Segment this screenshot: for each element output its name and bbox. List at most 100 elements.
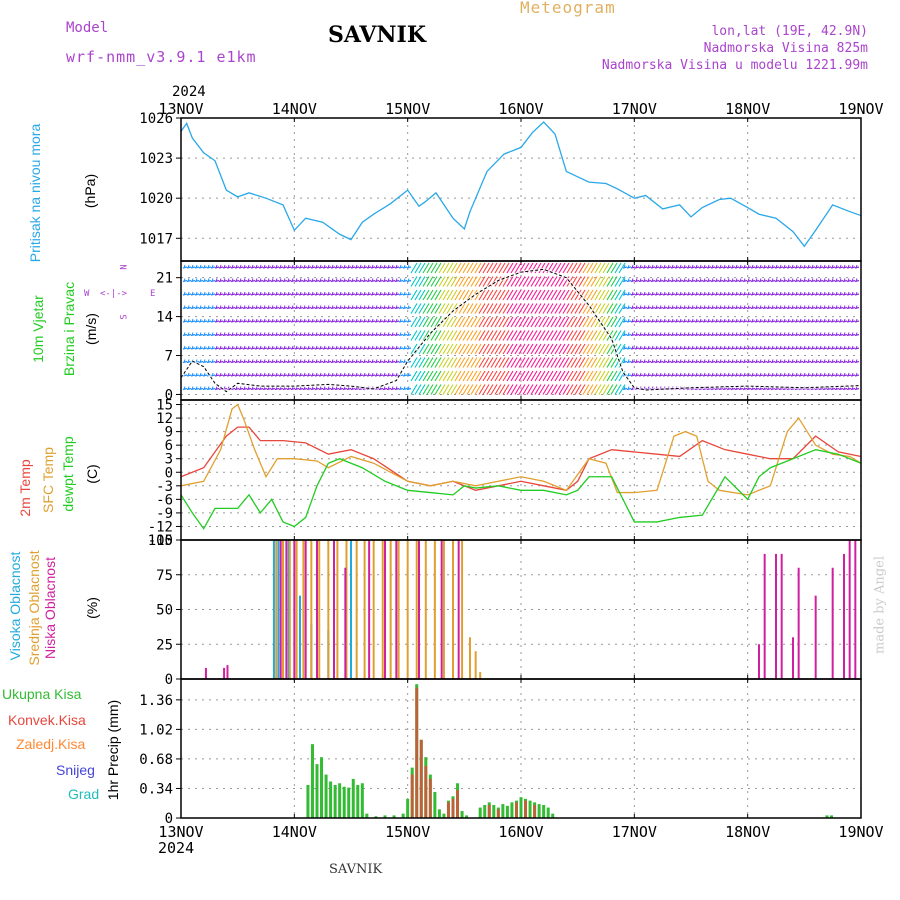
- wind-barb: [582, 384, 590, 395]
- wind-barb: [795, 318, 798, 323]
- wind-barb: [675, 291, 678, 296]
- wind-barb: [395, 291, 398, 296]
- wind-barb: [755, 332, 758, 336]
- wind-barb: [759, 332, 762, 336]
- wind-barb: [446, 357, 454, 368]
- wind-barb: [518, 384, 526, 395]
- wind-barb: [371, 345, 374, 350]
- wind-barb: [478, 357, 486, 368]
- wind-barb: [743, 278, 746, 282]
- wind-barb: [247, 359, 250, 363]
- wind-barb: [771, 332, 774, 336]
- wind-barb: [450, 330, 458, 341]
- wind-barb: [215, 359, 218, 363]
- total-precip-bar: [542, 804, 546, 818]
- wind-barb: [498, 262, 506, 274]
- total-precip-bar: [360, 783, 364, 818]
- total-precip-bar: [437, 809, 441, 818]
- wind-barb: [458, 276, 466, 287]
- wind-barb: [586, 316, 594, 328]
- wind-barb: [478, 316, 486, 328]
- wind-barb: [255, 332, 258, 336]
- wind-barb: [667, 278, 670, 282]
- wind-barb: [807, 359, 810, 363]
- total-precip-bar: [356, 784, 360, 818]
- wind-barb: [283, 372, 286, 377]
- wind-barb: [303, 332, 306, 336]
- wind-barb: [546, 316, 554, 328]
- y-tick-label: -12: [148, 519, 173, 535]
- wind-barb: [763, 332, 766, 336]
- wind-barb: [255, 359, 258, 363]
- wind-barb: [287, 278, 290, 282]
- wind-barb: [339, 305, 342, 309]
- wind-barb: [494, 262, 502, 274]
- wind-barb: [631, 291, 634, 296]
- wind-barb: [534, 316, 542, 328]
- wind-barb: [442, 316, 450, 328]
- wind-barb: [422, 262, 430, 274]
- wind-barb: [191, 386, 194, 390]
- wind-barb: [747, 372, 750, 377]
- wind-barb: [606, 370, 614, 382]
- wind-barb: [195, 332, 198, 336]
- wind-barb: [207, 386, 210, 390]
- wind-barb: [534, 276, 542, 287]
- wind-barb: [506, 289, 514, 301]
- wind-barb: [359, 372, 362, 377]
- wind-barb: [331, 291, 334, 296]
- wind-barb: [618, 384, 626, 395]
- wind-barb: [699, 359, 702, 363]
- wind-barb: [219, 291, 222, 296]
- wind-barb: [407, 305, 410, 309]
- wind-barb: [538, 303, 546, 314]
- wind-barb: [235, 345, 238, 350]
- wind-barb: [855, 345, 858, 350]
- wind-barb: [255, 291, 258, 296]
- wind-barb: [562, 289, 570, 301]
- wind-barb: [703, 345, 706, 350]
- wind-barb: [391, 386, 394, 390]
- wind-barb: [631, 264, 634, 269]
- wind-barb: [663, 305, 666, 309]
- wind-barb: [627, 278, 630, 282]
- wind-barb: [462, 357, 470, 368]
- wind-barb: [395, 359, 398, 363]
- wind-barb: [418, 384, 426, 395]
- wind-barb: [526, 343, 534, 355]
- wind-barb: [454, 357, 462, 368]
- wind-barb: [367, 305, 370, 309]
- wind-barb: [655, 291, 658, 296]
- wind-barb: [699, 345, 702, 350]
- wind-barb: [627, 305, 630, 309]
- wind-barb: [279, 372, 282, 377]
- wind-barb: [823, 291, 826, 296]
- wind-barb: [791, 305, 794, 309]
- wind-barb: [639, 332, 642, 336]
- wind-barb: [779, 359, 782, 363]
- wind-barb: [791, 332, 794, 336]
- wind-barb: [799, 372, 802, 377]
- wind-barb: [410, 316, 418, 328]
- wind-barb: [335, 318, 338, 323]
- wind-barb: [215, 291, 218, 296]
- wind-barb: [627, 359, 630, 363]
- wind-barb: [414, 357, 422, 368]
- wind-barb: [295, 345, 298, 350]
- wind-barb: [815, 359, 818, 363]
- wind-barb: [490, 357, 498, 368]
- wind-barb: [623, 359, 626, 363]
- wind-barb: [458, 370, 466, 382]
- wind-barb: [215, 372, 218, 377]
- wind-barb: [787, 345, 790, 350]
- wind-barb: [695, 278, 698, 282]
- wind-barb: [303, 318, 306, 323]
- wind-barb: [530, 343, 538, 355]
- wind-barb: [687, 278, 690, 282]
- wind-barb: [831, 278, 834, 282]
- wind-barb: [795, 372, 798, 377]
- wind-barb: [259, 278, 262, 282]
- wind-barb: [494, 330, 502, 341]
- wind-barb: [631, 318, 634, 323]
- wind-barb: [610, 303, 618, 314]
